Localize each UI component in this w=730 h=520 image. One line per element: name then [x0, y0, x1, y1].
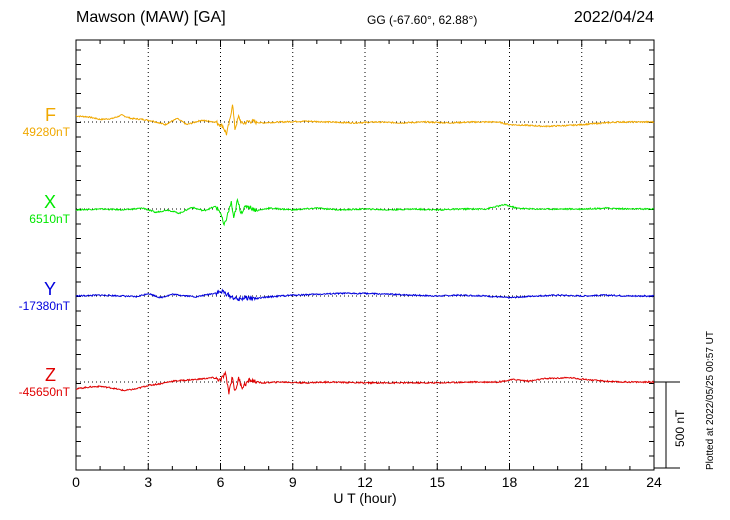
series-Y-baseline-value: -17380nT [18, 299, 70, 313]
scale-bar-label: 500 nT [673, 409, 687, 447]
x-axis-title: U T (hour) [333, 490, 397, 506]
series-Z-label: Z [45, 365, 56, 385]
series-F-line [75, 104, 655, 136]
x-tick-label-3: 3 [144, 474, 152, 490]
series-Y-line [75, 288, 655, 302]
series-F-baseline-value: 49280nT [22, 125, 70, 139]
series-X-line [75, 197, 654, 227]
series-F-label: F [45, 105, 56, 125]
series-Z-baseline-value: -45650nT [18, 385, 70, 399]
series-X-label: X [43, 192, 56, 212]
plotted-at-note: Plotted at 2022/05/25 00:57 UT [705, 331, 716, 470]
x-tick-label-0: 0 [72, 474, 80, 490]
plot-date: 2022/04/24 [573, 9, 654, 26]
series-Z-line [75, 370, 655, 395]
x-tick-label-21: 21 [574, 474, 590, 490]
scale-bar [654, 381, 680, 469]
geographic-coordinates: GG (-67.60°, 62.88°) [367, 13, 478, 27]
x-tick-label-24: 24 [646, 474, 662, 490]
x-tick-label-6: 6 [217, 474, 225, 490]
series-layer [75, 104, 655, 395]
grid-layer [147, 40, 583, 470]
x-tick-label-15: 15 [429, 474, 445, 490]
x-tick-label-9: 9 [289, 474, 297, 490]
x-tick-label-12: 12 [357, 474, 373, 490]
ticks-layer: 0 3 6 9 12 15 18 21 24 [72, 40, 662, 490]
x-tick-label-18: 18 [502, 474, 518, 490]
station-title: Mawson (MAW) [GA] [76, 9, 226, 26]
series-Y-label: Y [43, 279, 56, 299]
series-X-baseline-value: 6510nT [29, 212, 70, 226]
